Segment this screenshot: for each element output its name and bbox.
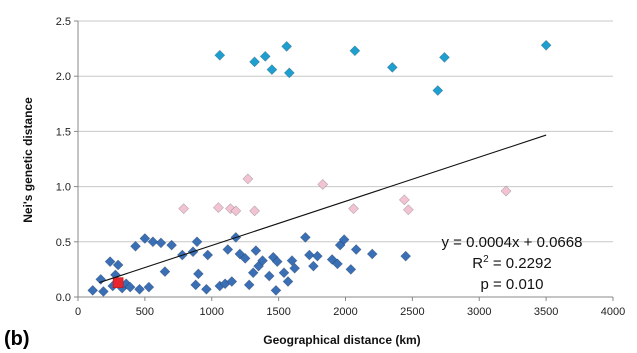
data-point-diamond [349, 45, 361, 57]
y-tick-label: 2.0 [56, 71, 71, 83]
data-point-diamond [366, 248, 378, 260]
data-point-diamond [95, 273, 107, 285]
data-point-diamond [311, 250, 323, 262]
data-point-diamond [214, 49, 226, 61]
data-point-diamond [250, 245, 262, 257]
x-tick-label: 4000 [601, 306, 625, 318]
data-point-square [112, 277, 124, 288]
data-point-diamond [332, 258, 343, 270]
data-point-diamond [147, 236, 159, 248]
x-tick-label: 2500 [400, 306, 424, 318]
data-point-diamond [104, 256, 116, 268]
data-point-diamond [307, 260, 319, 272]
data-point-diamond [112, 259, 124, 271]
data-point-diamond [500, 185, 512, 197]
x-tick-label: 1500 [266, 306, 290, 318]
data-point-diamond [230, 205, 242, 217]
data-point-diamond [540, 39, 552, 51]
y-tick-label: 0.0 [56, 292, 71, 304]
data-point-diamond [166, 239, 178, 251]
data-point-diamond [226, 276, 238, 287]
data-point-diamond [155, 237, 167, 249]
data-points [87, 39, 552, 297]
data-point-diamond [432, 85, 444, 96]
axes [77, 21, 614, 301]
data-point-diamond [259, 50, 271, 62]
r-squared-annotation: R2 = 0.2292 [472, 254, 551, 272]
data-point-diamond [249, 205, 260, 217]
data-point-diamond [350, 244, 362, 255]
x-tick-label: 2000 [333, 306, 357, 318]
y-tick-label: 0.5 [56, 237, 71, 249]
x-axis-title: Geographical distance (km) [263, 333, 420, 347]
data-point-diamond [159, 266, 171, 278]
data-point-diamond [439, 52, 450, 63]
data-point-diamond [283, 67, 295, 79]
data-point-diamond [402, 204, 414, 216]
data-point-diamond [139, 233, 151, 244]
data-point-diamond [345, 263, 357, 275]
data-point-diamond [263, 270, 275, 282]
x-tick-label: 3500 [534, 306, 558, 318]
data-point-diamond [299, 231, 311, 243]
data-point-diamond [200, 283, 212, 295]
data-point-diamond [213, 202, 224, 214]
data-point-diamond [398, 194, 410, 206]
data-point-diamond [386, 61, 398, 73]
data-point-diamond [242, 173, 254, 185]
x-tick-label: 3000 [467, 306, 491, 318]
data-point-diamond [317, 178, 329, 190]
data-point-diamond [249, 56, 260, 68]
data-point-diamond [192, 268, 204, 280]
data-point-diamond [130, 240, 141, 252]
y-tick-labels: 0.0 0.5 1.0 1.5 2.0 2.5 [56, 16, 71, 304]
p-value-annotation: p = 0.010 [481, 276, 544, 293]
data-point-diamond [289, 262, 301, 274]
data-point-diamond [134, 283, 145, 295]
trendline [99, 134, 547, 284]
data-point-diamond [143, 281, 155, 293]
equation-annotation: y = 0.0004x + 0.0668 [442, 234, 583, 251]
data-point-diamond [282, 276, 294, 287]
data-point-diamond [202, 249, 214, 261]
data-point-diamond [191, 236, 203, 248]
data-point-diamond [286, 255, 298, 266]
y-tick-label: 2.5 [56, 16, 71, 28]
data-point-diamond [266, 64, 278, 76]
data-point-diamond [222, 244, 234, 255]
data-point-diamond [257, 255, 268, 266]
data-point-diamond [400, 250, 412, 262]
x-tick-label: 0 [75, 306, 81, 318]
panel-label: (b) [4, 328, 30, 350]
y-tick-label: 1.5 [56, 126, 71, 138]
data-point-diamond [348, 203, 359, 215]
x-tick-label: 1000 [200, 306, 224, 318]
data-point-diamond [281, 40, 293, 52]
data-point-diamond [124, 281, 136, 293]
data-point-diamond [247, 267, 259, 279]
x-tick-label: 500 [136, 306, 154, 318]
trendline-group [99, 134, 547, 284]
data-point-diamond [97, 286, 109, 297]
data-point-diamond [243, 279, 255, 291]
y-tick-label: 1.0 [56, 182, 71, 194]
y-axis-title: Nei's genetic distance [21, 97, 35, 223]
r-squared-value: = 0.2292 [489, 255, 552, 272]
data-point-diamond [239, 252, 251, 264]
data-point-diamond [190, 279, 202, 291]
data-point-diamond [338, 234, 350, 246]
data-point-diamond [278, 267, 290, 279]
data-point-diamond [270, 284, 282, 296]
data-point-diamond [178, 203, 190, 215]
data-point-diamond [303, 249, 315, 261]
data-point-diamond [87, 284, 99, 296]
r-squared-prefix: R [472, 255, 483, 272]
r-squared-superscript: 2 [483, 254, 489, 265]
x-tick-labels: 0 500 1000 1500 2000 2500 3000 3500 4000 [75, 306, 625, 318]
grid-lines [74, 20, 613, 298]
data-point-diamond [271, 256, 283, 268]
